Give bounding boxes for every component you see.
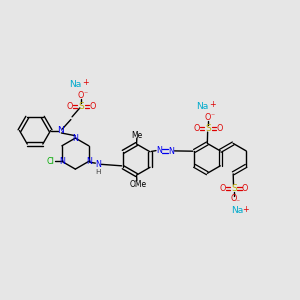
Text: OMe: OMe bbox=[130, 180, 147, 189]
Text: +: + bbox=[209, 100, 216, 109]
Text: Me: Me bbox=[131, 130, 143, 140]
Text: N: N bbox=[95, 160, 101, 169]
Text: ⁻: ⁻ bbox=[236, 197, 240, 206]
Text: +: + bbox=[242, 205, 248, 214]
Text: O: O bbox=[231, 194, 237, 203]
Text: Na: Na bbox=[196, 102, 208, 111]
Text: O: O bbox=[194, 124, 200, 133]
Text: N: N bbox=[59, 157, 65, 166]
Text: +: + bbox=[82, 78, 88, 87]
Text: N: N bbox=[156, 146, 162, 155]
Text: N: N bbox=[169, 147, 174, 156]
Text: S: S bbox=[231, 184, 237, 193]
Text: O: O bbox=[67, 102, 73, 111]
Text: O: O bbox=[219, 184, 226, 193]
Text: O: O bbox=[216, 124, 223, 133]
Text: H: H bbox=[96, 169, 101, 175]
Text: S: S bbox=[205, 124, 211, 133]
Text: O: O bbox=[78, 92, 84, 100]
Text: S: S bbox=[78, 102, 84, 111]
Text: ⁻: ⁻ bbox=[210, 111, 214, 120]
Text: ⁻: ⁻ bbox=[83, 89, 87, 98]
Text: N: N bbox=[72, 134, 78, 142]
Text: Na: Na bbox=[70, 80, 82, 89]
Text: O: O bbox=[89, 102, 96, 111]
Text: N: N bbox=[86, 157, 92, 166]
Text: O: O bbox=[242, 184, 248, 193]
Text: Cl: Cl bbox=[46, 157, 55, 166]
Text: N: N bbox=[57, 126, 64, 135]
Text: O: O bbox=[205, 113, 211, 122]
Text: Na: Na bbox=[231, 206, 243, 215]
